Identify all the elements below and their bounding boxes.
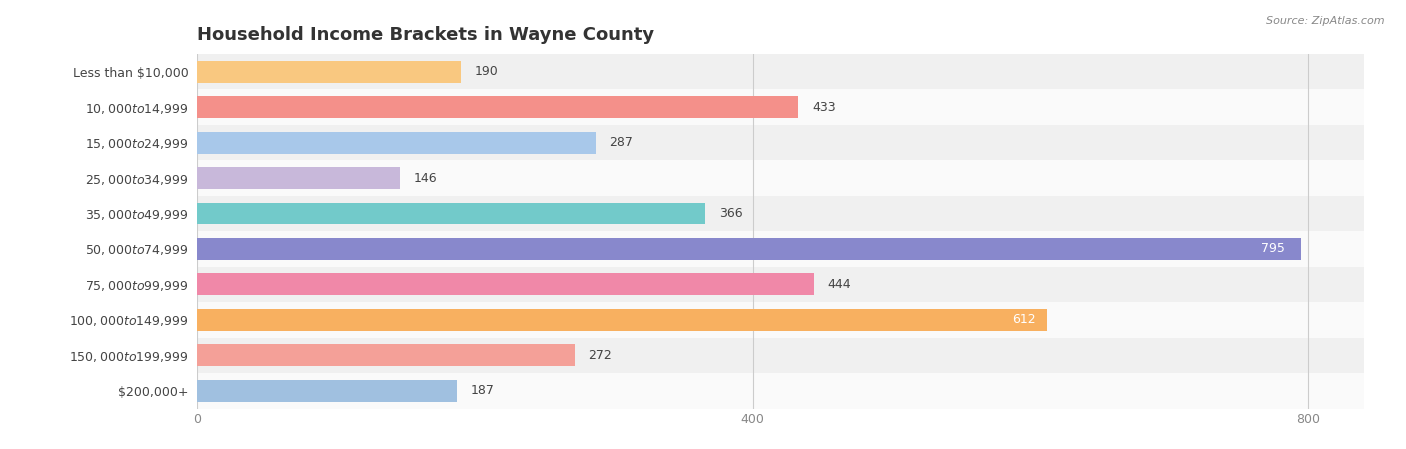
Bar [197,202,706,224]
Text: Source: ZipAtlas.com: Source: ZipAtlas.com [1267,16,1385,26]
Text: 612: 612 [1012,313,1036,326]
Bar [197,273,814,295]
Bar [197,61,461,83]
Text: 444: 444 [828,278,851,291]
Bar [197,373,1364,409]
Text: 795: 795 [1261,242,1285,255]
Bar [197,89,1364,125]
Text: 433: 433 [813,101,837,114]
Text: 146: 146 [413,172,437,185]
Text: 366: 366 [720,207,742,220]
Bar [197,338,1364,373]
Bar [197,96,799,118]
Bar [197,344,575,366]
Bar [197,302,1364,338]
Text: Household Income Brackets in Wayne County: Household Income Brackets in Wayne Count… [197,26,654,44]
Bar [197,380,457,402]
Bar [197,238,1302,260]
Bar [197,309,1047,331]
Text: 272: 272 [589,349,613,362]
Bar [197,54,1364,89]
Bar [197,125,1364,160]
Text: 287: 287 [609,136,633,149]
Text: 187: 187 [471,384,495,397]
Bar [197,167,399,189]
Bar [197,231,1364,267]
Bar [197,196,1364,231]
Bar [197,132,596,154]
Bar [197,160,1364,196]
Bar [197,267,1364,302]
Text: 190: 190 [475,65,499,78]
